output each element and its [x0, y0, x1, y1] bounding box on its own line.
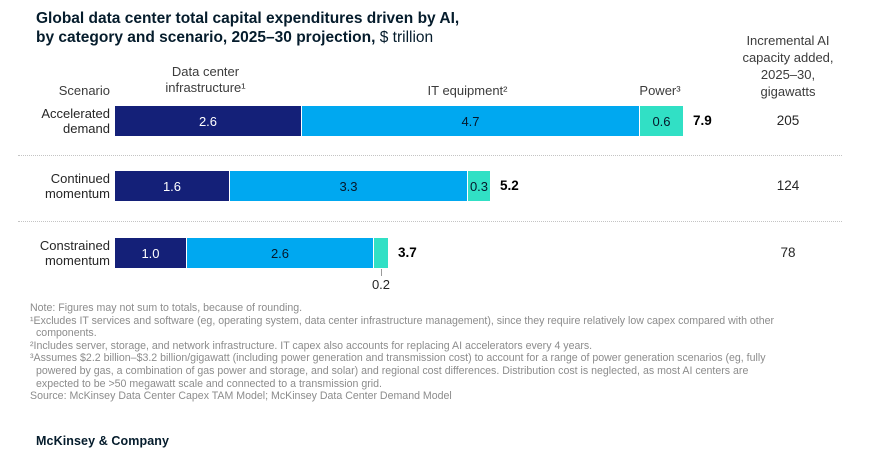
chart-title-unit: $ trillion	[375, 29, 434, 46]
footnote-3: ³Assumes $2.2 billion–$3.2 billion/gigaw…	[30, 352, 766, 390]
column-header-capacity: Incremental AI capacity added, 2025–30, …	[716, 32, 860, 100]
bar-total: 5.2	[500, 178, 519, 193]
bar-segment-data-center-infrastructure: 1.6	[115, 171, 230, 201]
row-label-line: Constrained	[39, 238, 110, 253]
bar-segment-it-equipment: 4.7	[302, 106, 640, 136]
row-separator	[18, 155, 842, 156]
row-label-continued-momentum: Continued momentum	[18, 171, 110, 201]
column-header-infrastructure-line1: Data center	[171, 64, 240, 79]
bar-segment-data-center-infrastructure: 2.6	[115, 106, 302, 136]
chart-title-line2: by category and scenario, 2025–30 projec…	[36, 28, 459, 47]
note-line: Note: Figures may not sum to totals, bec…	[30, 302, 303, 314]
column-header-capacity-line2: capacity added,	[742, 50, 834, 65]
footnotes: Note: Figures may not sum to totals, bec…	[30, 302, 888, 403]
column-header-infrastructure: Data center infrastructure¹	[143, 64, 268, 96]
bar-segment-data-center-infrastructure: 1.0	[115, 238, 187, 268]
column-header-it-equipment: IT equipment²	[427, 83, 508, 98]
column-header-capacity-line1: Incremental AI	[746, 33, 830, 48]
row-label-line: momentum	[44, 186, 110, 201]
bar-segment-power	[374, 238, 388, 268]
bar-segment-power: 0.3	[468, 171, 490, 201]
bar-segment-power: 0.6	[640, 106, 683, 136]
column-header-infrastructure-line2: infrastructure¹	[165, 80, 246, 95]
bar-segment-label-below: 0.2	[371, 277, 391, 292]
row-label-line: momentum	[44, 253, 110, 268]
chart-title-line2-bold: by category and scenario, 2025–30 projec…	[36, 29, 376, 46]
capacity-value: 124	[776, 178, 800, 193]
chart-title: Global data center total capital expendi…	[36, 9, 459, 47]
column-header-capacity-line4: gigawatts	[760, 84, 816, 99]
row-label-accelerated-demand: Accelerated demand	[18, 106, 110, 136]
bar-segment-it-equipment: 2.6	[187, 238, 374, 268]
row-separator	[18, 221, 842, 222]
row-label-line: Accelerated	[41, 106, 110, 121]
callout-leader-line	[381, 269, 382, 276]
column-header-power: Power³	[639, 83, 681, 98]
capacity-value: 78	[780, 245, 796, 260]
row-label-line: demand	[63, 121, 110, 136]
footnote-2: ²Includes server, storage, and network i…	[30, 339, 593, 352]
bar-total: 3.7	[398, 245, 417, 260]
column-header-scenario: Scenario	[58, 83, 110, 98]
bar-segment-it-equipment: 3.3	[230, 171, 468, 201]
row-label-line: Continued	[50, 171, 110, 186]
source-line: Source: McKinsey Data Center Capex TAM M…	[30, 390, 452, 403]
row-label-constrained-momentum: Constrained momentum	[18, 238, 110, 268]
mckinsey-logo: McKinsey & Company	[36, 434, 170, 448]
bar-total: 7.9	[693, 113, 712, 128]
capacity-value: 205	[776, 113, 800, 128]
chart-title-line1: Global data center total capital expendi…	[36, 10, 460, 27]
footnote-1: ¹Excludes IT services and software (eg, …	[30, 314, 775, 340]
column-header-capacity-line3: 2025–30,	[760, 67, 816, 82]
